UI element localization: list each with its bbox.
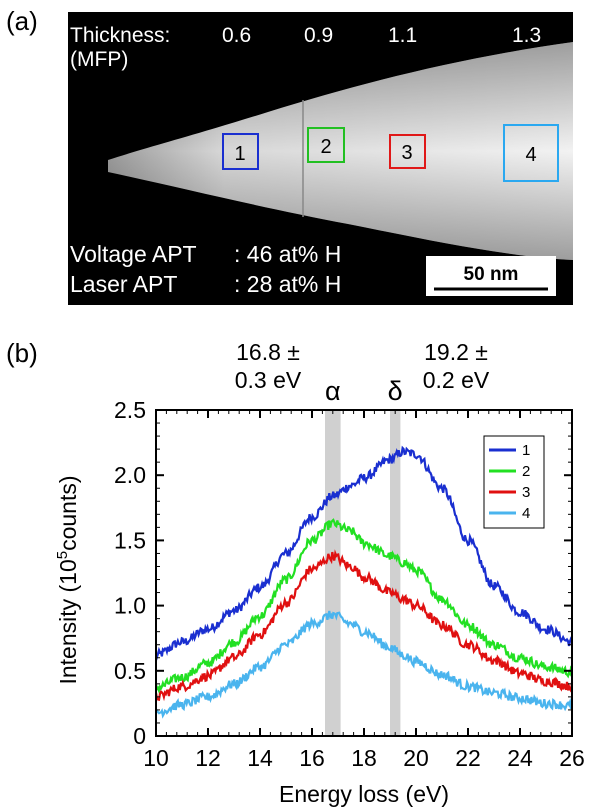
series-line-1 — [154, 445, 573, 661]
region-box-1 — [222, 133, 259, 170]
thickness-value-1: 0.6 — [222, 24, 251, 47]
x-axis-label: Energy loss (eV) — [279, 781, 449, 807]
region-label-1: 1 — [234, 143, 245, 165]
band-delta-value-line2: 0.2 eV — [423, 367, 490, 393]
y-tick-label-4: 2.0 — [114, 462, 146, 488]
panel-a-label: (a) — [6, 6, 38, 36]
legend-label-3: 3 — [522, 484, 530, 501]
thickness-value-2: 0.9 — [304, 24, 333, 47]
y-tick-label-2: 1.0 — [114, 593, 146, 619]
series-layer — [154, 445, 574, 719]
legend-label-2: 2 — [522, 463, 530, 480]
band-alpha-value-line2: 0.3 eV — [235, 367, 302, 393]
y-axis-label: Intensity (105counts) — [54, 475, 81, 684]
band-delta-value-line1: 19.2 ± — [424, 339, 488, 365]
laser-apt-label: Laser APT — [70, 271, 177, 297]
voltage-apt-label: Voltage APT — [70, 241, 197, 267]
thickness-value-3: 1.1 — [388, 24, 417, 47]
x-tick-label-22: 22 — [455, 745, 481, 771]
region-label-4: 4 — [525, 144, 536, 166]
region-label-2: 2 — [320, 136, 331, 158]
x-tick-label-26: 26 — [559, 745, 585, 771]
series-line-4 — [155, 610, 574, 719]
y-axis-label-end: counts) — [55, 475, 81, 550]
thickness-label: Thickness: — [70, 24, 170, 47]
x-tick-label-18: 18 — [351, 745, 377, 771]
voltage-apt-value: : 46 at% H — [234, 241, 341, 267]
x-tick-label-24: 24 — [507, 745, 533, 771]
y-tick-label-3: 1.5 — [114, 527, 146, 553]
y-tick-label-0: 0 — [133, 723, 146, 749]
scale-bar-label: 50 nm — [464, 264, 519, 285]
y-axis-label-main: Intensity (10 — [55, 559, 81, 684]
band-alpha-value-line1: 16.8 ± — [236, 339, 300, 365]
y-tick-label-5: 2.5 — [114, 397, 146, 423]
x-tick-label-12: 12 — [195, 745, 221, 771]
y-tick-label-1: 0.5 — [114, 658, 146, 684]
legend-label-4: 4 — [522, 505, 530, 522]
series-line-3 — [154, 549, 574, 702]
x-tick-label-16: 16 — [299, 745, 325, 771]
legend: 1 2 3 4 — [483, 435, 545, 529]
specimen-tip-shading — [108, 42, 573, 260]
x-tick-label-14: 14 — [247, 745, 273, 771]
stem-micrograph: Thickness: (MFP) 0.6 0.9 1.1 1.3 1 2 3 4… — [68, 12, 573, 305]
region-box-3 — [389, 134, 426, 169]
band-1 — [390, 410, 401, 736]
region-box-2 — [307, 127, 345, 163]
x-tick-label-20: 20 — [403, 745, 429, 771]
band-annotations: 16.8 ± 0.3 eV 19.2 ± 0.2 eV α δ — [235, 339, 490, 406]
panel-b-label: (b) — [6, 338, 38, 368]
thickness-value-4: 1.3 — [512, 24, 541, 47]
x-tick-label-10: 10 — [143, 745, 169, 771]
legend-label-1: 1 — [522, 442, 530, 459]
region-label-3: 3 — [401, 142, 412, 164]
region-box-4 — [503, 124, 559, 182]
band-delta-symbol: δ — [388, 376, 403, 406]
band-alpha-symbol: α — [325, 376, 341, 406]
thickness-unit: (MFP) — [70, 48, 128, 71]
series-line-2 — [154, 518, 573, 695]
y-axis-label-sup: 5 — [54, 551, 71, 559]
laser-apt-value: : 28 at% H — [234, 271, 341, 297]
band-0 — [325, 410, 341, 736]
